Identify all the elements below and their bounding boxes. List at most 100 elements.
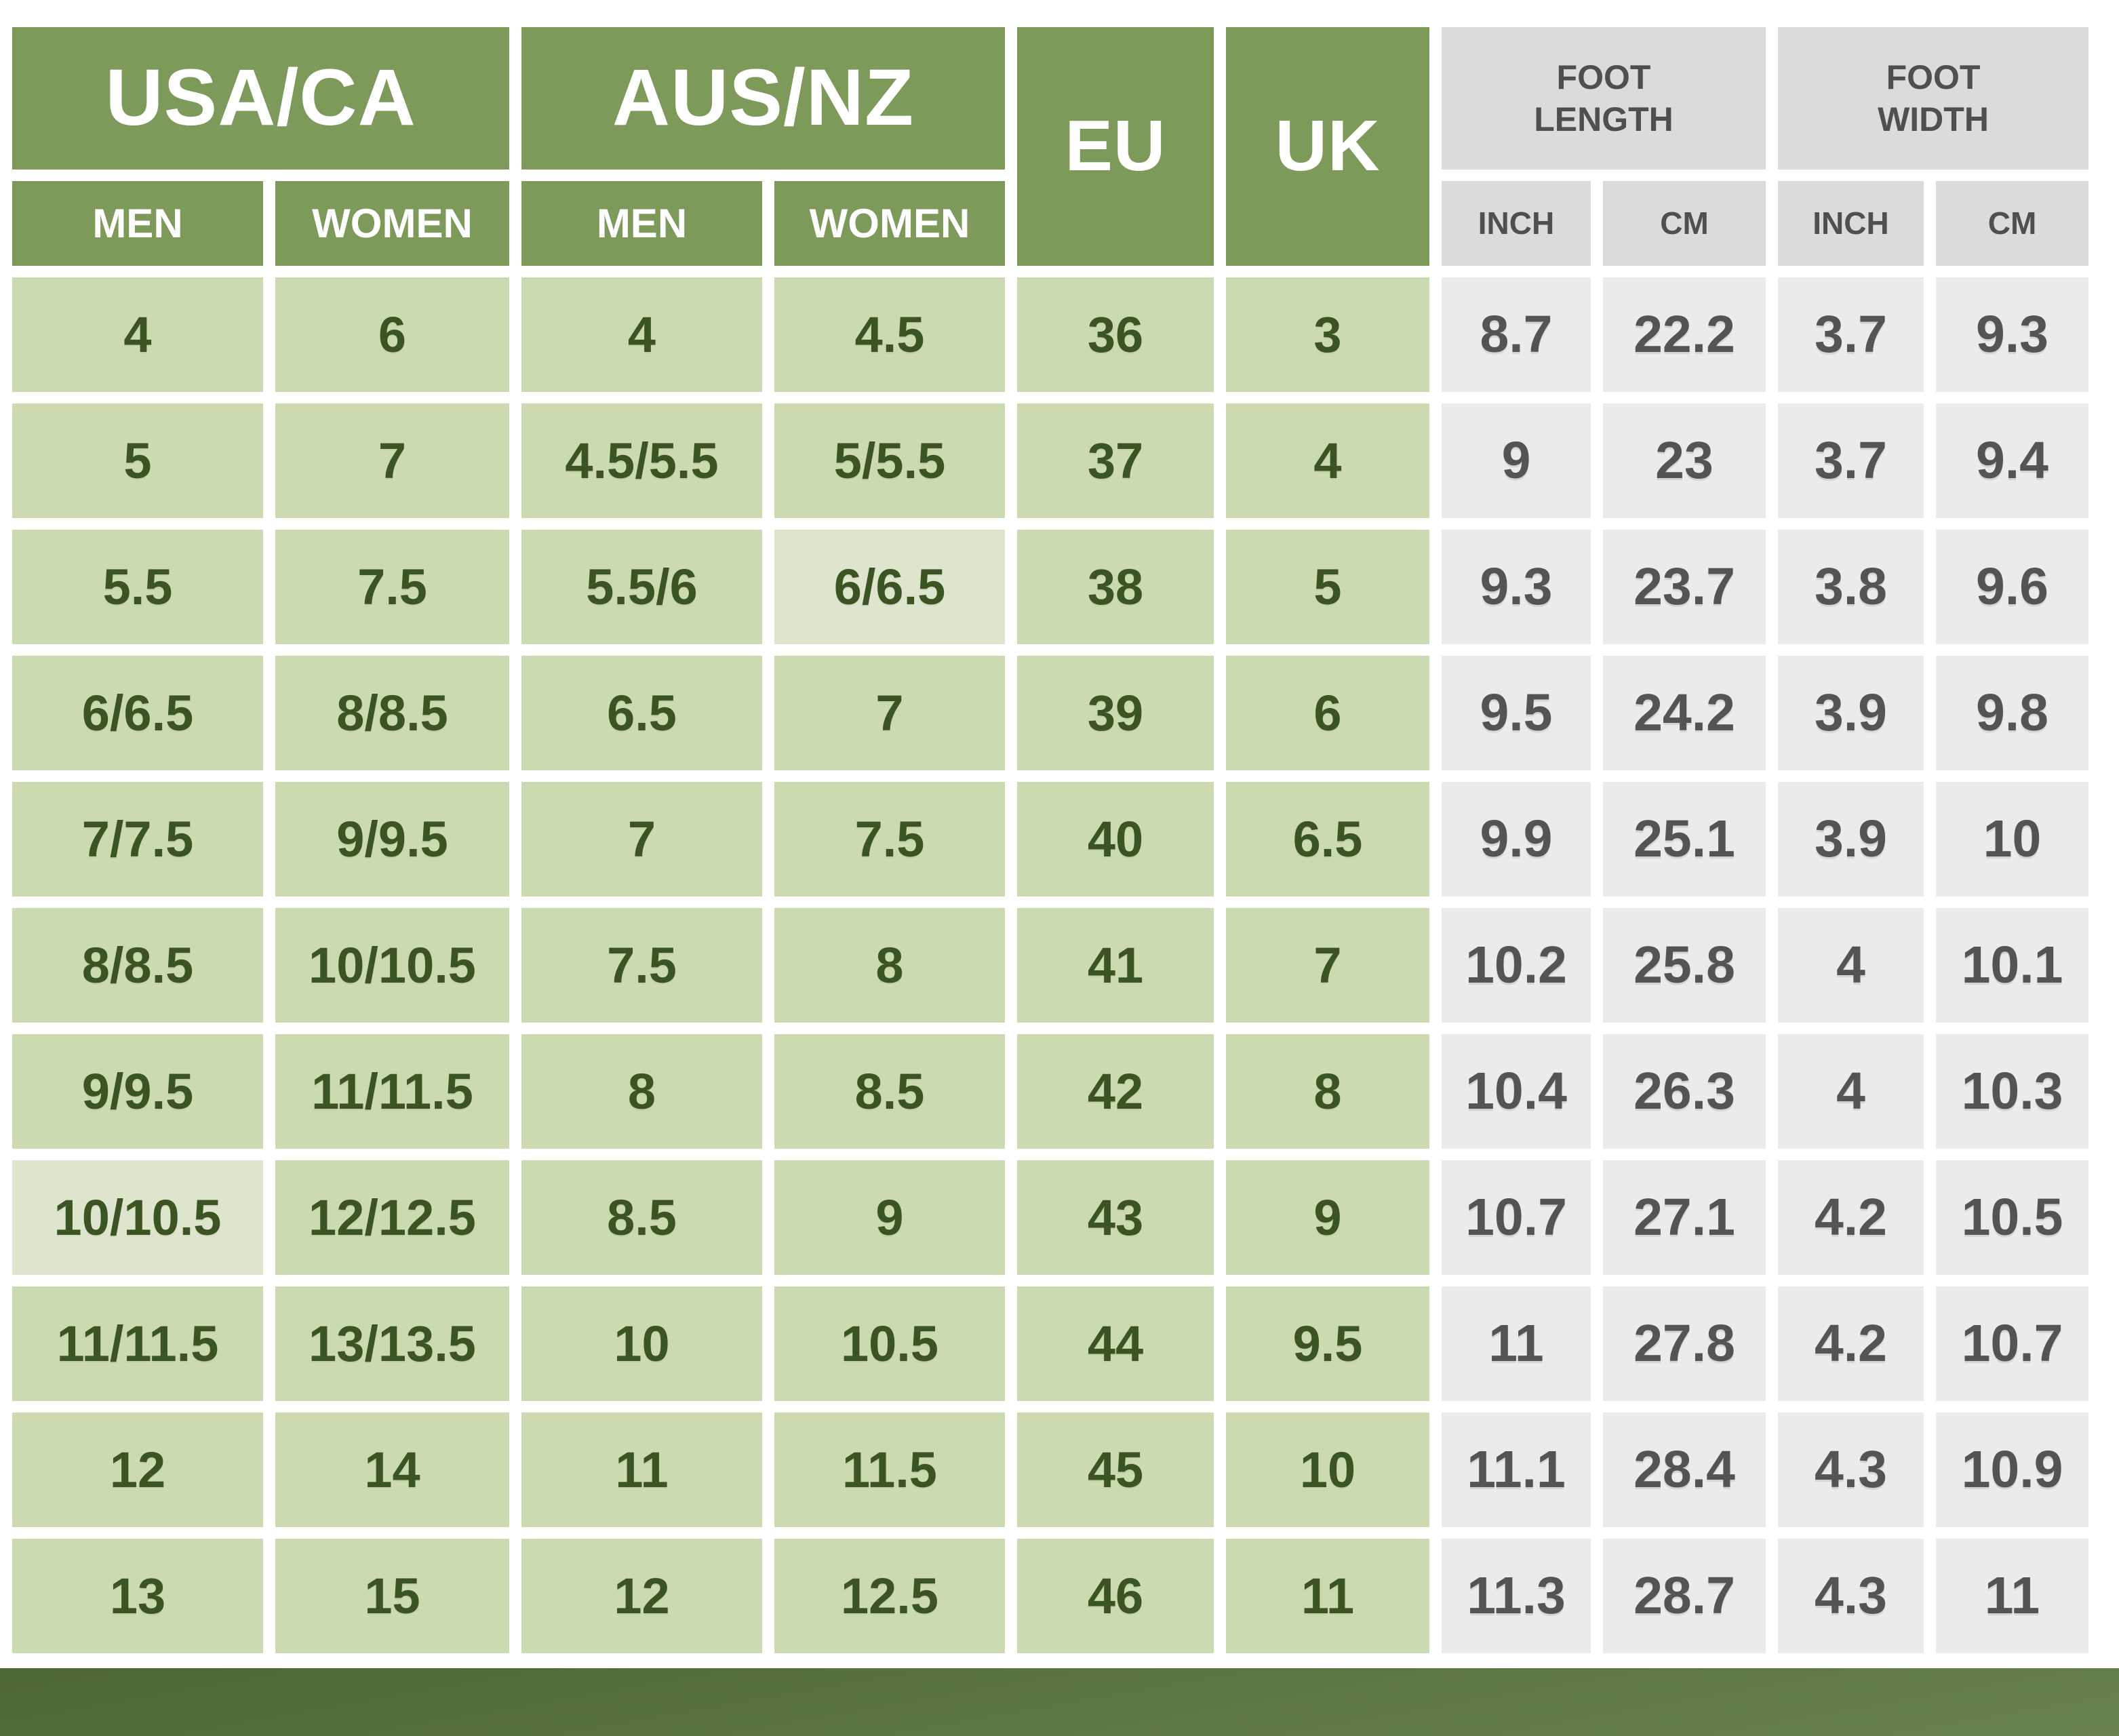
cell-r5-c10: 10 <box>1936 782 2088 896</box>
cell-r4-c6: 6 <box>1226 656 1429 770</box>
cell-r3-c10: 9.6 <box>1936 530 2088 644</box>
cell-r4-c7: 9.5 <box>1442 656 1591 770</box>
subheader-aus-men: MEN <box>521 181 762 266</box>
cell-r5-c1: 7/7.5 <box>12 782 263 896</box>
cell-r10-c5: 45 <box>1017 1413 1214 1527</box>
cell-r5-c2: 9/9.5 <box>275 782 509 896</box>
cell-r7-c1: 9/9.5 <box>12 1034 263 1149</box>
subheader-aus-women: WOMEN <box>774 181 1005 266</box>
cell-r7-c6: 8 <box>1226 1034 1429 1149</box>
cell-r11-c5: 46 <box>1017 1539 1214 1653</box>
cell-r7-c3: 8 <box>521 1034 762 1149</box>
cell-r8-c4: 9 <box>774 1160 1005 1275</box>
header-eu: EU <box>1017 27 1214 266</box>
cell-r3-c3: 5.5/6 <box>521 530 762 644</box>
cell-r7-c10: 10.3 <box>1936 1034 2088 1149</box>
cell-r10-c4: 11.5 <box>774 1413 1005 1527</box>
cell-r5-c4: 7.5 <box>774 782 1005 896</box>
header-foot-width: FOOT WIDTH <box>1778 27 2088 170</box>
cell-r9-c5: 44 <box>1017 1286 1214 1401</box>
cell-r2-c1: 5 <box>12 403 263 518</box>
cell-r2-c6: 4 <box>1226 403 1429 518</box>
cell-r6-c2: 10/10.5 <box>275 908 509 1023</box>
cell-r4-c8: 24.2 <box>1603 656 1766 770</box>
cell-r3-c6: 5 <box>1226 530 1429 644</box>
cell-r5-c7: 9.9 <box>1442 782 1591 896</box>
cell-r4-c2: 8/8.5 <box>275 656 509 770</box>
header-foot-length: FOOT LENGTH <box>1442 27 1766 170</box>
cell-r1-c5: 36 <box>1017 277 1214 392</box>
cell-r6-c3: 7.5 <box>521 908 762 1023</box>
cell-r1-c4: 4.5 <box>774 277 1005 392</box>
cell-r1-c10: 9.3 <box>1936 277 2088 392</box>
cell-r8-c3: 8.5 <box>521 1160 762 1275</box>
cell-r9-c10: 10.7 <box>1936 1286 2088 1401</box>
subheader-usa-women: WOMEN <box>275 181 509 266</box>
cell-r10-c2: 14 <box>275 1413 509 1527</box>
cell-r4-c3: 6.5 <box>521 656 762 770</box>
cell-r10-c10: 10.9 <box>1936 1413 2088 1527</box>
cell-r11-c10: 11 <box>1936 1539 2088 1653</box>
header-aus-nz: AUS/NZ <box>521 27 1005 170</box>
subheader-width-inch: INCH <box>1778 181 1924 266</box>
cell-r2-c2: 7 <box>275 403 509 518</box>
cell-r6-c1: 8/8.5 <box>12 908 263 1023</box>
cell-r9-c2: 13/13.5 <box>275 1286 509 1401</box>
cell-r1-c8: 22.2 <box>1603 277 1766 392</box>
cell-r4-c4: 7 <box>774 656 1005 770</box>
cell-r10-c6: 10 <box>1226 1413 1429 1527</box>
subheader-length-cm: CM <box>1603 181 1766 266</box>
cell-r2-c5: 37 <box>1017 403 1214 518</box>
cell-r9-c7: 11 <box>1442 1286 1591 1401</box>
cell-r11-c2: 15 <box>275 1539 509 1653</box>
cell-r3-c8: 23.7 <box>1603 530 1766 644</box>
cell-r3-c9: 3.8 <box>1778 530 1924 644</box>
cell-r2-c3: 4.5/5.5 <box>521 403 762 518</box>
cell-r4-c1: 6/6.5 <box>12 656 263 770</box>
cell-r3-c5: 38 <box>1017 530 1214 644</box>
subheader-length-inch: INCH <box>1442 181 1591 266</box>
cell-r4-c9: 3.9 <box>1778 656 1924 770</box>
cell-r2-c4: 5/5.5 <box>774 403 1005 518</box>
cell-r6-c10: 10.1 <box>1936 908 2088 1023</box>
cell-r11-c8: 28.7 <box>1603 1539 1766 1653</box>
cell-r1-c9: 3.7 <box>1778 277 1924 392</box>
cell-r1-c2: 6 <box>275 277 509 392</box>
cell-r8-c7: 10.7 <box>1442 1160 1591 1275</box>
cell-r1-c3: 4 <box>521 277 762 392</box>
cell-r10-c8: 28.4 <box>1603 1413 1766 1527</box>
cell-r8-c8: 27.1 <box>1603 1160 1766 1275</box>
cell-r2-c9: 3.7 <box>1778 403 1924 518</box>
cell-r2-c7: 9 <box>1442 403 1591 518</box>
cell-r2-c10: 9.4 <box>1936 403 2088 518</box>
cell-r6-c8: 25.8 <box>1603 908 1766 1023</box>
cell-r8-c6: 9 <box>1226 1160 1429 1275</box>
cell-r6-c5: 41 <box>1017 908 1214 1023</box>
cell-r11-c1: 13 <box>12 1539 263 1653</box>
cell-r2-c8: 23 <box>1603 403 1766 518</box>
cell-r9-c1: 11/11.5 <box>12 1286 263 1401</box>
cell-r8-c2: 12/12.5 <box>275 1160 509 1275</box>
cell-r9-c4: 10.5 <box>774 1286 1005 1401</box>
cell-r7-c7: 10.4 <box>1442 1034 1591 1149</box>
cell-r7-c4: 8.5 <box>774 1034 1005 1149</box>
cell-r10-c1: 12 <box>12 1413 263 1527</box>
cell-r11-c6: 11 <box>1226 1539 1429 1653</box>
cell-r7-c2: 11/11.5 <box>275 1034 509 1149</box>
cell-r10-c3: 11 <box>521 1413 762 1527</box>
cell-r7-c8: 26.3 <box>1603 1034 1766 1149</box>
cell-r3-c4: 6/6.5 <box>774 530 1005 644</box>
cell-r11-c9: 4.3 <box>1778 1539 1924 1653</box>
size-conversion-table: USA/CA AUS/NZ EU UK FOOT LENGTH FOOT WID… <box>12 27 2088 1653</box>
cell-r5-c3: 7 <box>521 782 762 896</box>
cell-r3-c1: 5.5 <box>12 530 263 644</box>
cell-r10-c7: 11.1 <box>1442 1413 1591 1527</box>
subheader-width-cm: CM <box>1936 181 2088 266</box>
cell-r6-c9: 4 <box>1778 908 1924 1023</box>
subheader-usa-men: MEN <box>12 181 263 266</box>
footer-bar <box>0 1668 2119 1736</box>
header-uk: UK <box>1226 27 1429 266</box>
cell-r1-c6: 3 <box>1226 277 1429 392</box>
cell-r1-c7: 8.7 <box>1442 277 1591 392</box>
